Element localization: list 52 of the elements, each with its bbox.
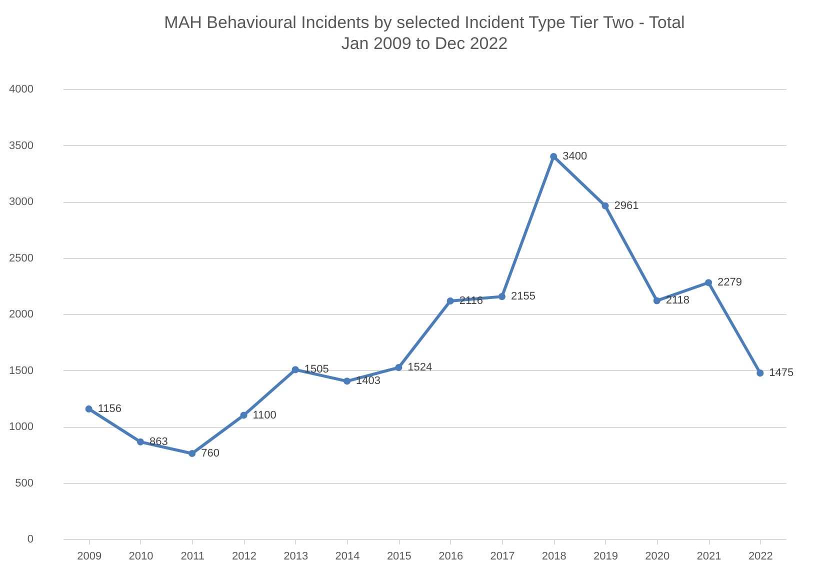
x-tick-label: 2017 [490, 550, 515, 562]
data-label: 2155 [510, 290, 536, 303]
point [188, 450, 196, 458]
x-tick-label: 2014 [335, 550, 360, 562]
point [85, 405, 92, 412]
data-label: 1505 [304, 364, 329, 376]
y-tick-label: 1000 [9, 421, 34, 433]
x-tick-label: 2010 [128, 550, 154, 562]
x-tick-label: 2009 [77, 550, 102, 562]
point [446, 297, 454, 304]
data-label: 2961 [614, 200, 639, 212]
y-tick-label: 2000 [9, 308, 34, 320]
data-label: 863 [149, 436, 168, 448]
y-tick-label: 3500 [9, 140, 34, 152]
chart-title: MAH Behavioural Incidents by selected Incident Type Tier Two - Total [164, 13, 685, 32]
data-label: 1475 [769, 367, 794, 380]
y-tick-label: 2500 [9, 252, 34, 264]
point [550, 152, 558, 160]
point [240, 412, 248, 419]
y-tick-label: 1500 [9, 364, 34, 377]
point [705, 279, 712, 286]
x-tick-label: 2020 [645, 550, 670, 562]
x-tick-label: 2022 [748, 550, 773, 562]
point [395, 364, 402, 372]
data-label: 760 [201, 448, 220, 460]
point [292, 366, 299, 374]
x-tick-label: 2019 [594, 550, 618, 562]
data-label: 1156 [98, 402, 122, 415]
y-tick-label: 0 [27, 534, 34, 546]
y-tick-label: 500 [15, 477, 34, 490]
y-tick-label: 4000 [9, 84, 34, 96]
x-tick-label: 2011 [180, 550, 204, 562]
point [756, 370, 764, 377]
chart-subtitle: Jan 2009 to Dec 2022 [341, 34, 508, 53]
x-tick-label: 2016 [438, 550, 464, 562]
point [498, 293, 506, 300]
point [602, 202, 609, 210]
x-tick-label: 2012 [232, 550, 256, 562]
x-tick-label: 2015 [386, 550, 412, 562]
data-label: 1524 [408, 362, 432, 374]
x-tick-label: 2021 [696, 550, 722, 562]
x-tick-label: 2013 [284, 550, 308, 562]
data-label: 3400 [562, 150, 588, 162]
data-label: 1403 [356, 375, 381, 388]
x-tick-label: 2018 [542, 550, 566, 562]
point [136, 438, 144, 446]
data-label: 1100 [252, 409, 276, 422]
data-label: 2118 [666, 294, 690, 307]
point [653, 297, 660, 304]
point [344, 378, 351, 385]
data-label: 2279 [718, 276, 742, 289]
y-tick-label: 3000 [9, 196, 34, 208]
